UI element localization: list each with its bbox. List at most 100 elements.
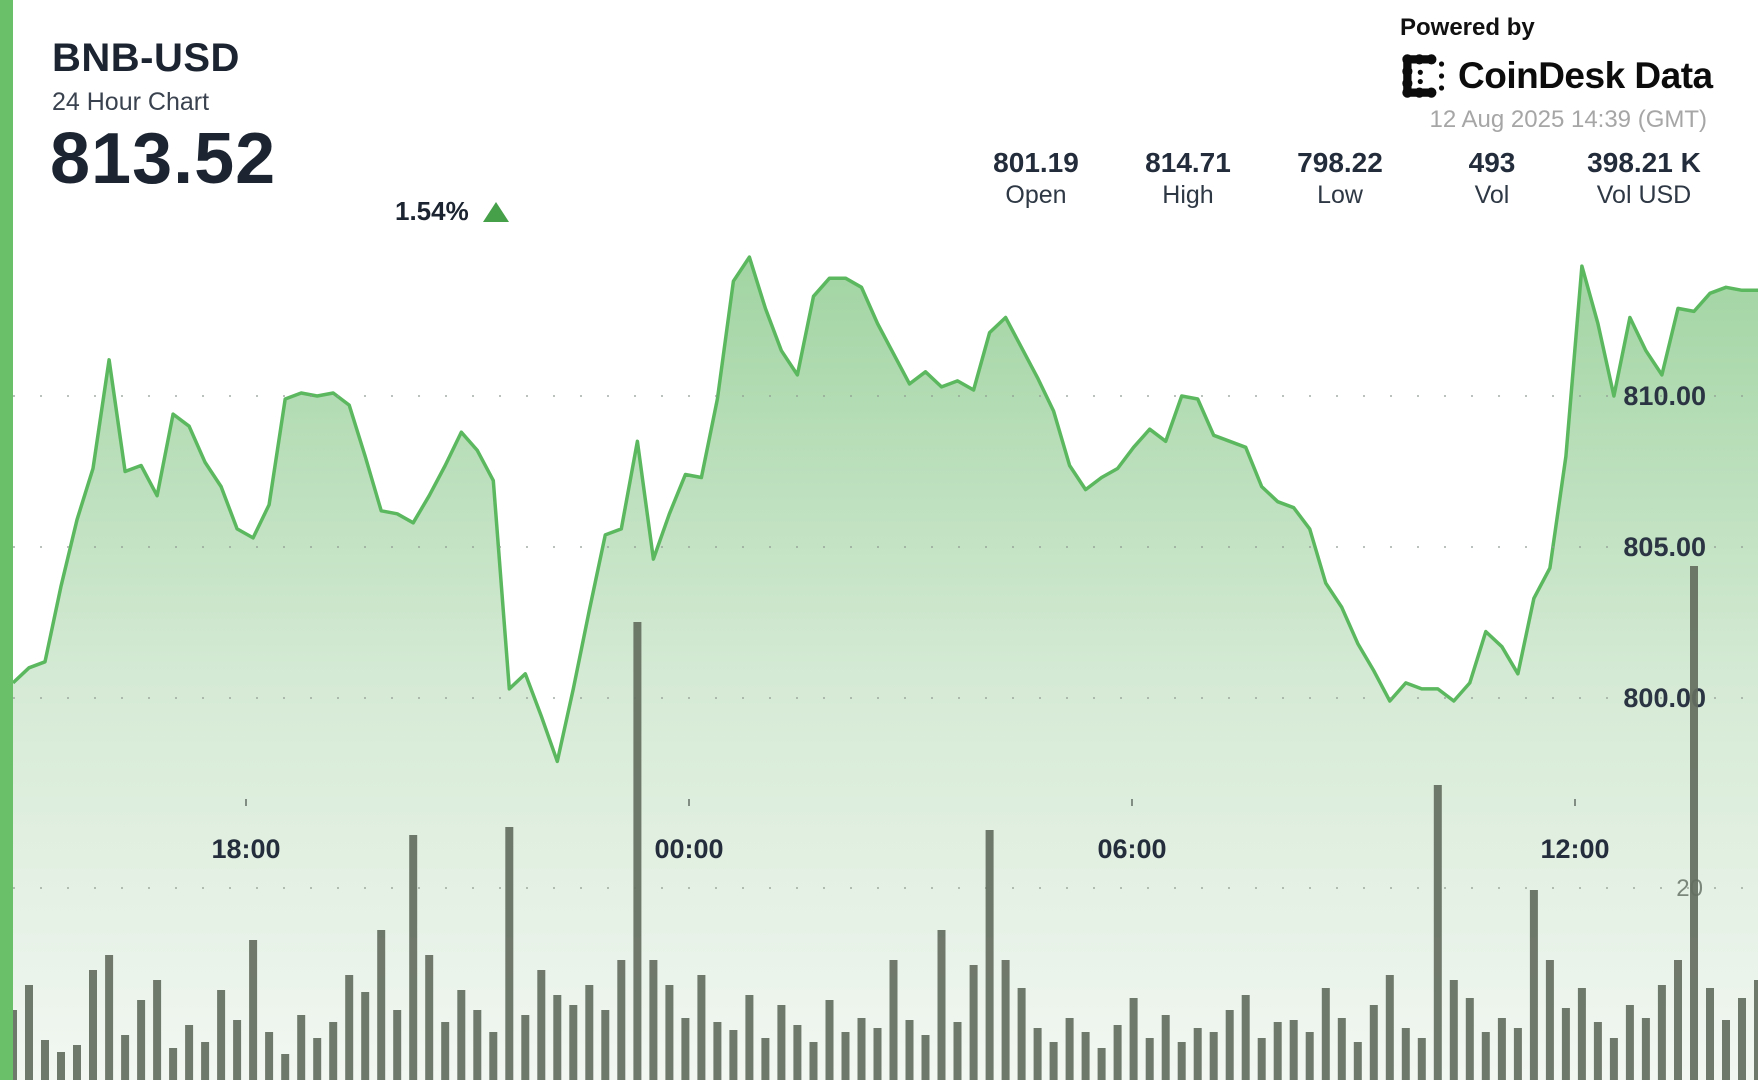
volume-bar <box>41 1040 49 1080</box>
accent-strip <box>0 0 13 1080</box>
volume-bar <box>553 995 562 1080</box>
volume-bar <box>73 1045 81 1080</box>
time-axis-label: 12:00 <box>1540 834 1609 864</box>
volume-bar <box>505 827 514 1080</box>
volume-bar <box>329 1022 338 1080</box>
volume-bar <box>1706 988 1714 1080</box>
volume-bar <box>1529 890 1538 1080</box>
up-arrow-icon <box>482 201 509 222</box>
volume-bar <box>1225 1010 1234 1080</box>
volume-bar <box>905 1020 914 1080</box>
volume-bar <box>153 980 162 1080</box>
volume-bar <box>1001 960 1010 1080</box>
volume-bar <box>1321 988 1330 1080</box>
volume-bar <box>761 1038 770 1080</box>
volume-bar <box>1625 1005 1634 1080</box>
volume-bar <box>793 1025 802 1080</box>
volume-bar <box>1449 980 1458 1080</box>
stat-vol-usd-label: Vol USD <box>1596 181 1692 209</box>
volume-bar <box>409 835 418 1080</box>
volume-bar <box>1161 1015 1170 1080</box>
stat-open-value: 801.19 <box>993 147 1079 178</box>
volume-bar <box>1353 1042 1362 1080</box>
volume-bar <box>729 1030 738 1080</box>
volume-bar <box>633 622 642 1080</box>
volume-bar <box>745 995 754 1080</box>
volume-bar <box>969 965 978 1080</box>
volume-bar <box>537 970 546 1080</box>
volume-bar <box>1481 1032 1490 1080</box>
chart-subtitle: 24 Hour Chart <box>52 88 210 116</box>
volume-bar <box>1545 960 1554 1080</box>
price-axis-label: 810.00 <box>1623 381 1706 411</box>
volume-bar <box>1513 1028 1522 1080</box>
volume-bar <box>201 1042 210 1080</box>
change-percent: 1.54% <box>395 196 469 226</box>
volume-bar <box>1401 1028 1410 1080</box>
volume-bar <box>825 1000 834 1080</box>
volume-bar <box>1065 1018 1074 1080</box>
volume-bar <box>889 960 898 1080</box>
volume-bar <box>281 1054 290 1080</box>
volume-bar <box>1738 998 1746 1080</box>
powered-by-label: Powered by <box>1400 14 1535 41</box>
volume-bar <box>617 960 626 1080</box>
price-line-series <box>11 255 1758 764</box>
stat-high-value: 814.71 <box>1145 147 1231 178</box>
volume-bar <box>1657 985 1666 1080</box>
volume-bar <box>857 1018 866 1080</box>
symbol-title: BNB-USD <box>52 36 240 80</box>
volume-bar <box>1241 995 1250 1080</box>
volume-bar <box>713 1022 722 1080</box>
price-axis-label: 805.00 <box>1623 532 1706 562</box>
volume-bar <box>377 930 386 1080</box>
volume-bar <box>425 955 434 1080</box>
current-price: 813.52 <box>50 119 277 199</box>
volume-bar <box>1577 988 1586 1080</box>
volume-bar <box>665 985 674 1080</box>
volume-bar <box>777 1005 786 1080</box>
volume-bar <box>1081 1032 1090 1080</box>
volume-bar <box>217 990 226 1080</box>
price-area-series <box>13 257 1758 1080</box>
volume-bar <box>601 1010 610 1080</box>
volume-bar <box>489 1032 498 1080</box>
stat-high-label: High <box>1162 181 1214 209</box>
time-axis-label: 00:00 <box>654 834 723 864</box>
volume-bar <box>1433 785 1442 1080</box>
volume-bar <box>585 985 594 1080</box>
volume-bar <box>361 992 370 1080</box>
volume-bar <box>441 1022 450 1080</box>
stat-vol-usd: 398.21 K Vol USD <box>1568 146 1720 210</box>
coindesk-logo-icon <box>1402 54 1445 98</box>
volume-bar <box>25 985 33 1080</box>
volume-bar <box>1674 960 1682 1080</box>
volume-bar <box>985 830 994 1080</box>
time-axis-label: 06:00 <box>1097 834 1166 864</box>
stat-vol-value: 493 <box>1468 147 1516 178</box>
time-axis-label: 18:00 <box>211 834 280 864</box>
volume-bar <box>1273 1022 1282 1080</box>
volume-bar <box>1113 1025 1122 1080</box>
stat-vol-usd-value: 398.21 K <box>1587 147 1701 178</box>
stat-high: 814.71 High <box>1112 146 1264 210</box>
volume-bar <box>57 1052 65 1080</box>
volume-bar <box>1593 1022 1602 1080</box>
volume-bar <box>1465 998 1474 1080</box>
volume-bar <box>1177 1042 1186 1080</box>
volume-bar <box>265 1032 274 1080</box>
stat-open: 801.19 Open <box>960 146 1112 210</box>
volume-bar <box>345 975 354 1080</box>
volume-bar <box>649 960 658 1080</box>
volume-bar <box>1289 1020 1298 1080</box>
volume-bar <box>1017 988 1026 1080</box>
volume-bar <box>1049 1042 1058 1080</box>
volume-bar <box>1369 1005 1378 1080</box>
volume-bar <box>473 1010 482 1080</box>
volume-bar <box>137 1000 146 1080</box>
stat-open-label: Open <box>1005 181 1067 209</box>
volume-bar <box>521 1015 530 1080</box>
volume-bar <box>1609 1038 1618 1080</box>
volume-bar <box>1129 998 1138 1080</box>
